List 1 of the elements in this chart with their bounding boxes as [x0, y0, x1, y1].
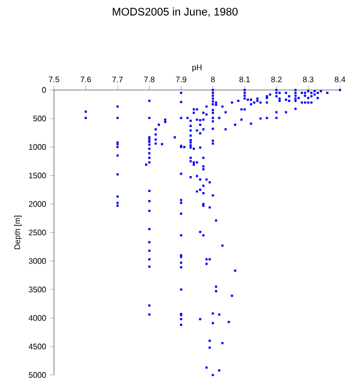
- chart-title: MODS2005 in June, 1980: [112, 8, 238, 17]
